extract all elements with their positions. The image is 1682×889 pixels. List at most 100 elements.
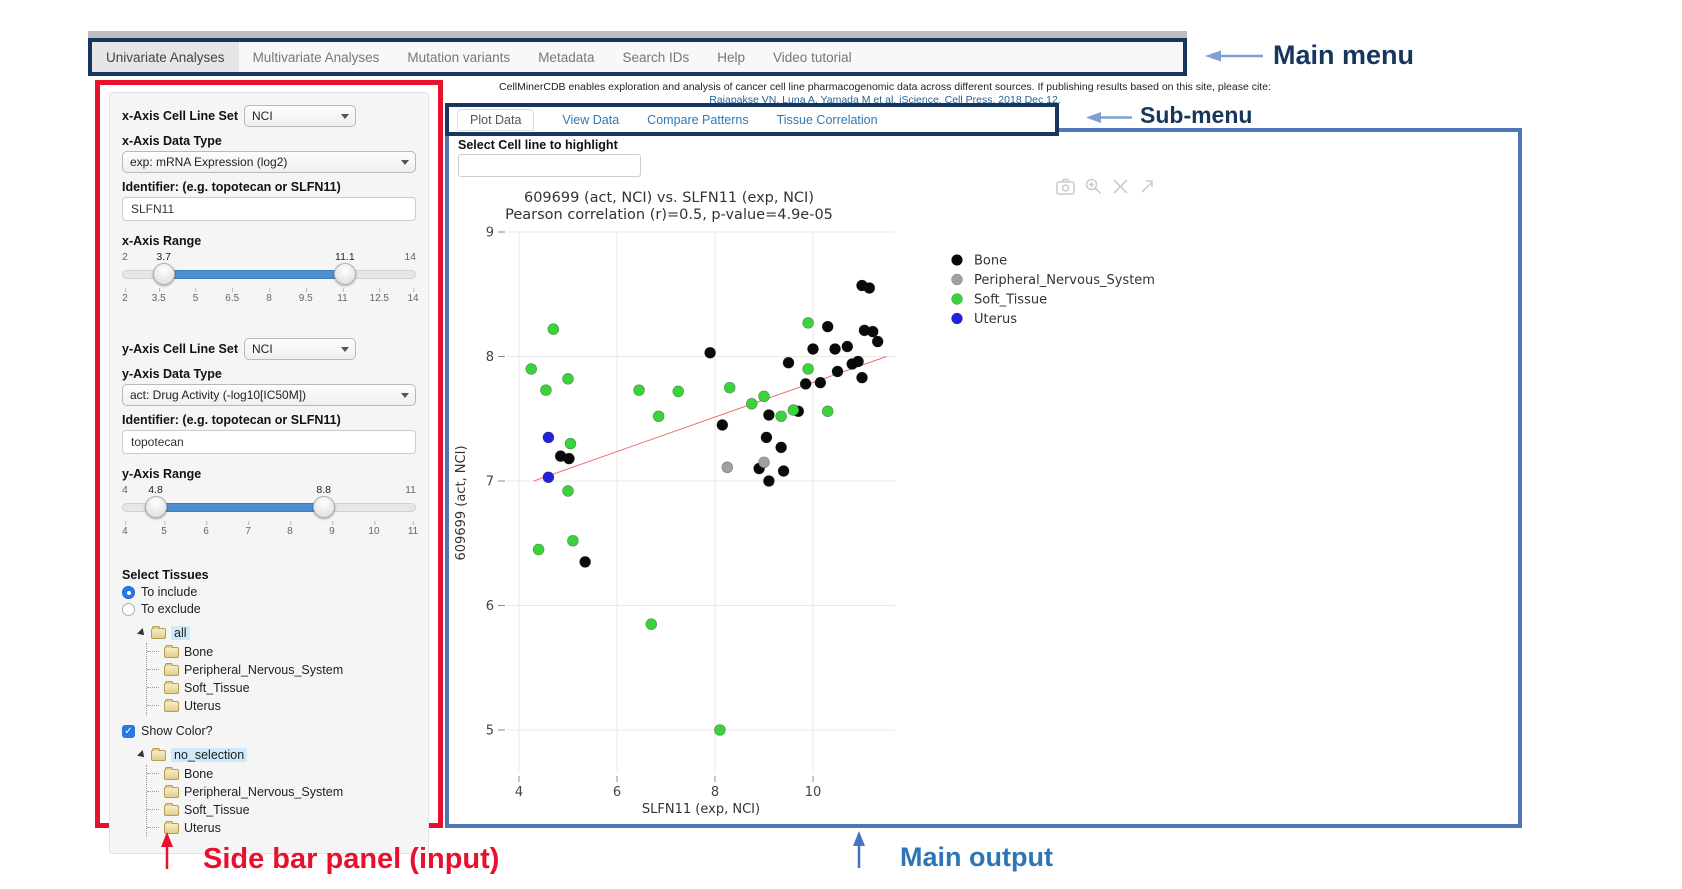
y-range-from-value: 4.8 — [148, 484, 163, 496]
x-range-ticks: 2 3.5 5 6.5 8 9.5 11 12.5 14 — [122, 288, 419, 304]
tree-node-uterus[interactable]: Uterus — [147, 819, 416, 837]
tree-node-soft-tissue[interactable]: Soft_Tissue — [147, 801, 416, 819]
menu-item-video-tutorial[interactable]: Video tutorial — [773, 49, 852, 65]
folder-icon — [164, 766, 179, 780]
svg-text:609699 (act, NCI): 609699 (act, NCI) — [454, 445, 469, 560]
x-range-handle-right[interactable] — [333, 263, 356, 285]
y-range-min: 4 — [122, 484, 128, 496]
folder-icon — [151, 747, 166, 761]
sidebar-annotation: Side bar panel (input) — [203, 843, 500, 875]
folder-icon — [151, 625, 166, 639]
sidebar-arrow-icon — [158, 832, 176, 875]
svg-text:Soft_Tissue: Soft_Tissue — [974, 293, 1047, 308]
pan-icon[interactable] — [1112, 178, 1129, 195]
menu-item-search-ids[interactable]: Search IDs — [622, 49, 690, 65]
tree-node-bone[interactable]: Bone — [147, 765, 416, 783]
zoom-in-icon[interactable] — [1085, 178, 1102, 195]
window-top-edge — [88, 31, 1187, 38]
tree-node-peripheral-nervous-system[interactable]: Peripheral_Nervous_System — [147, 661, 416, 679]
tab-view-data[interactable]: View Data — [562, 112, 620, 127]
main-output-annotation: Main output — [900, 842, 1053, 872]
y-range-slider[interactable]: 4 11 4.8 8.8 4 5 6 7 8 9 10 11 — [122, 484, 418, 543]
sidebar-form: x-Axis Cell Line Set NCI x-Axis Data Typ… — [109, 92, 429, 854]
x-range-min: 2 — [122, 251, 128, 263]
x-range-slider[interactable]: 2 14 3.7 11.1 2 3.5 5 6.5 8 9.5 11 12.5 … — [122, 251, 419, 310]
tab-tissue-correlation[interactable]: Tissue Correlation — [776, 112, 878, 127]
svg-text:7: 7 — [486, 475, 494, 490]
x-identifier-input[interactable]: SLFN11 — [122, 197, 416, 221]
tissue-tree-include: all Bone Peripheral_Nervous_System Soft_… — [137, 624, 416, 715]
sidebar-panel: x-Axis Cell Line Set NCI x-Axis Data Typ… — [95, 80, 443, 854]
x-range-max: 14 — [404, 251, 416, 263]
x-range-handle-left[interactable] — [152, 263, 175, 285]
show-color-checkbox-row[interactable]: ✓ Show Color? — [122, 724, 416, 738]
x-range-label: x-Axis Range — [122, 234, 202, 248]
svg-text:609699 (act, NCI) vs. SLFN11 (: 609699 (act, NCI) vs. SLFN11 (exp, NCI) — [524, 190, 814, 206]
x-cell-line-set-select[interactable]: NCI — [244, 105, 357, 127]
x-range-from-value: 3.7 — [156, 251, 172, 263]
x-range-to-value: 11.1 — [335, 251, 355, 263]
y-cell-line-set-select[interactable]: NCI — [244, 338, 357, 360]
menu-item-metadata[interactable]: Metadata — [538, 49, 595, 65]
tree-node-soft-tissue[interactable]: Soft_Tissue — [147, 679, 416, 697]
x-range-selected-bar — [163, 270, 345, 279]
menu-item-univariate-analyses[interactable]: Univariate Analyses — [92, 42, 239, 72]
radio-exclude-label: To exclude — [141, 602, 201, 616]
radio-to-exclude[interactable]: To exclude — [122, 602, 416, 616]
menu-item-help[interactable]: Help — [717, 49, 746, 65]
svg-text:Bone: Bone — [974, 254, 1007, 269]
y-identifier-input[interactable]: topotecan — [122, 430, 416, 454]
x-cell-line-set-label: x-Axis Cell Line Set — [122, 109, 239, 123]
y-range-label: y-Axis Range — [122, 467, 202, 481]
tree-toggle-icon[interactable] — [137, 750, 147, 760]
y-range-to-value: 8.8 — [316, 484, 331, 496]
highlight-cell-line-label: Select Cell line to highlight — [458, 138, 618, 152]
y-range-handle-left[interactable] — [144, 496, 167, 518]
x-data-type-select[interactable]: exp: mRNA Expression (log2) — [122, 151, 416, 173]
y-range-selected-bar — [155, 503, 324, 512]
reset-axes-icon[interactable] — [1139, 178, 1156, 195]
tab-compare-patterns[interactable]: Compare Patterns — [647, 112, 749, 127]
main-menu-arrow-icon — [1205, 49, 1265, 68]
tree-node-no-selection[interactable]: no_selection — [137, 746, 416, 764]
folder-icon — [164, 802, 179, 816]
svg-text:4: 4 — [515, 785, 523, 800]
y-data-type-select[interactable]: act: Drug Activity (-log10[IC50M]) — [122, 384, 416, 406]
camera-icon[interactable] — [1056, 178, 1075, 195]
folder-icon — [164, 680, 179, 694]
scatter-plot[interactable]: 5 6 7 8 9 4 6 8 10 609699 (act, NCI) vs. SLFN11 (… — [451, 172, 1514, 820]
tree-root-label[interactable]: no_selection — [171, 748, 248, 762]
y-range-handle-right[interactable] — [312, 496, 335, 518]
radio-to-include[interactable]: To include — [122, 585, 416, 599]
radio-include-label: To include — [141, 585, 198, 599]
y-range-max: 11 — [405, 484, 416, 496]
main-menu-annotation: Main menu — [1273, 40, 1415, 70]
svg-text:5: 5 — [486, 724, 494, 739]
menu-item-mutation-variants[interactable]: Mutation variants — [407, 49, 511, 65]
tree-root-label[interactable]: all — [171, 626, 190, 640]
tree-node-peripheral-nervous-system[interactable]: Peripheral_Nervous_System — [147, 783, 416, 801]
tissue-tree-color: no_selection Bone Peripheral_Nervous_Sys… — [137, 746, 416, 837]
svg-text:Peripheral_Nervous_System: Peripheral_Nervous_System — [974, 273, 1155, 288]
svg-text:9: 9 — [486, 226, 494, 241]
main-output-arrow-icon — [850, 831, 868, 874]
svg-text:8: 8 — [486, 350, 494, 365]
tab-plot-data[interactable]: Plot Data — [457, 108, 535, 131]
highlight-cell-line-input[interactable] — [458, 154, 641, 177]
menu-item-multivariate-analyses[interactable]: Multivariate Analyses — [252, 49, 380, 65]
svg-text:6: 6 — [613, 785, 621, 800]
radio-include-icon[interactable] — [122, 585, 135, 599]
sub-menu-tabs: Plot Data View Data Compare Patterns Tis… — [445, 103, 1059, 136]
show-color-label: Show Color? — [141, 724, 213, 738]
tree-node-bone[interactable]: Bone — [147, 643, 416, 661]
y-data-type-label: y-Axis Data Type — [122, 367, 222, 381]
tree-toggle-icon[interactable] — [137, 628, 147, 638]
site-description: CellMinerCDB enables exploration and ana… — [499, 81, 1271, 93]
tree-node-all[interactable]: all — [137, 624, 416, 642]
checkbox-checked-icon[interactable]: ✓ — [122, 724, 135, 738]
sub-menu-arrow-icon — [1086, 111, 1134, 129]
radio-exclude-icon[interactable] — [122, 602, 135, 616]
main-menu-bar: Univariate Analyses Multivariate Analyse… — [88, 38, 1187, 76]
svg-text:6: 6 — [486, 599, 494, 614]
tree-node-uterus[interactable]: Uterus — [147, 697, 416, 715]
